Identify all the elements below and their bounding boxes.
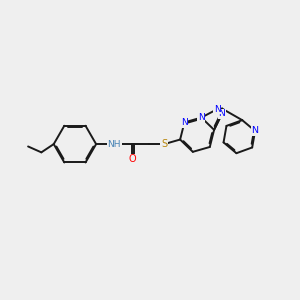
Text: N: N: [218, 110, 225, 118]
Text: NH: NH: [108, 140, 121, 148]
Text: S: S: [161, 139, 167, 149]
Text: N: N: [198, 113, 205, 122]
Text: N: N: [252, 126, 259, 135]
Text: O: O: [129, 154, 136, 164]
Text: N: N: [214, 105, 220, 114]
Text: N: N: [181, 118, 188, 127]
